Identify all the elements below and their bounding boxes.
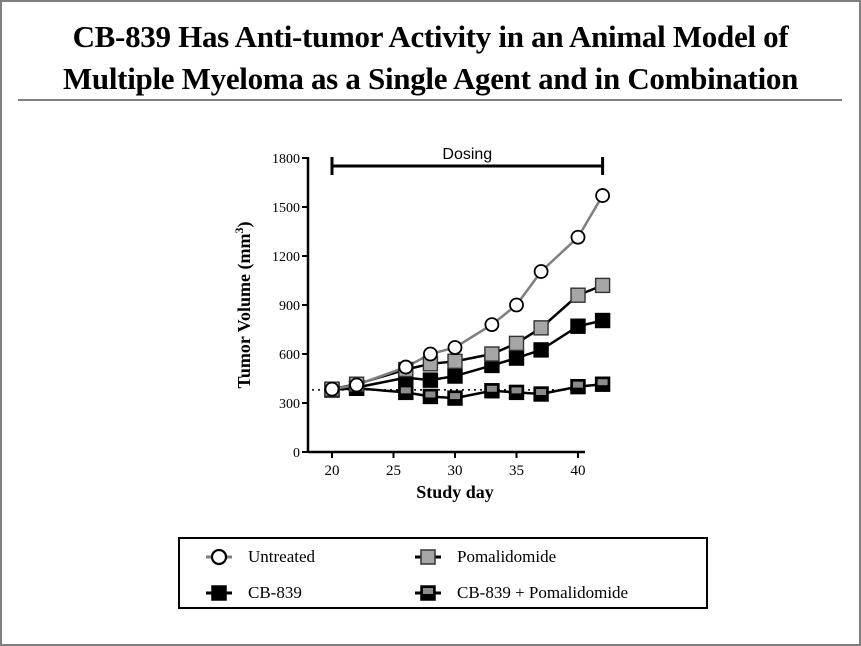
- data-point-cb-839-pomalidomide: [484, 383, 500, 399]
- y-axis-label-close: ): [234, 221, 255, 227]
- data-point-pomalidomide: [533, 320, 549, 336]
- data-point-cb-839: [422, 372, 439, 388]
- slide-title: CB-839 Has Anti-tumor Activity in an Ani…: [0, 16, 861, 100]
- data-point-inner: [400, 387, 411, 394]
- legend-gray-square-marker-icon: [415, 549, 441, 565]
- data-point-cb-839-pomalidomide: [533, 386, 549, 402]
- data-point-cb-839-pomalidomide: [398, 384, 414, 401]
- data-point-cb-839-pomalidomide: [422, 388, 439, 405]
- dosing-label: Dosing: [442, 146, 492, 163]
- series-markers: [324, 188, 611, 406]
- data-point-inner: [486, 385, 497, 392]
- y-tick-label: 0: [293, 446, 300, 461]
- data-point-cb-839: [508, 350, 525, 366]
- dosing-annotation: Dosing: [330, 146, 605, 175]
- x-axis-label: Study day: [416, 482, 494, 502]
- series-line-cb-839: [331, 319, 603, 392]
- y-tick-label: 1200: [272, 250, 300, 265]
- data-point-untreated: [484, 317, 500, 333]
- y-tick-label: 1500: [272, 201, 300, 216]
- series-lines: [331, 194, 604, 400]
- data-point-inner: [536, 389, 547, 396]
- data-point-inner: [425, 391, 436, 398]
- legend-black-square-marker-icon: [206, 585, 232, 601]
- series-line-untreated: [331, 194, 604, 391]
- data-point-untreated: [533, 264, 549, 279]
- legend-item-cb839: CB-839: [204, 583, 302, 603]
- axes: 0 300 600 900 1200 1500 1800 20 25 30 35 40: [272, 152, 586, 479]
- data-point-untreated: [324, 381, 340, 397]
- legend-label: CB-839 + Pomalidomide: [457, 583, 629, 602]
- title-divider: [18, 99, 842, 101]
- data-point-cb-839: [570, 318, 586, 334]
- legend-circle-marker-icon: [206, 548, 232, 566]
- y-tick-label: 300: [279, 397, 300, 412]
- data-point-inner: [597, 379, 608, 386]
- data-point-untreated: [398, 359, 414, 375]
- data-point-inner: [511, 387, 522, 394]
- x-tick-label: 25: [386, 463, 401, 479]
- data-point-cb-839-pomalidomide: [570, 378, 586, 395]
- data-point-pomalidomide: [570, 287, 586, 303]
- legend-label: Untreated: [248, 547, 316, 566]
- legend-item-combination: CB-839 + Pomalidomide: [413, 583, 628, 603]
- legend-item-pomalidomide: Pomalidomide: [413, 547, 556, 567]
- y-axis-label-main: Tumor Volume (mm: [234, 233, 255, 388]
- data-point-pomalidomide: [484, 346, 500, 362]
- y-axis-label: Tumor Volume (mm3): [232, 221, 255, 388]
- data-point-pomalidomide: [447, 353, 463, 370]
- data-point-cb-839: [594, 312, 611, 329]
- series-line-cb-839-pomalidomide: [331, 382, 603, 400]
- data-point-pomalidomide: [594, 277, 611, 294]
- x-tick-label: 30: [448, 463, 463, 479]
- data-point-cb-839-pomalidomide: [594, 376, 611, 392]
- y-tick-label: 600: [279, 348, 300, 363]
- legend-label: Pomalidomide: [457, 547, 557, 566]
- data-point-untreated: [595, 188, 610, 203]
- title-line-2: Multiple Myeloma as a Single Agent and i…: [62, 61, 799, 96]
- y-axis-label-sup: 3: [232, 227, 246, 233]
- legend-half-square-marker-icon: [415, 585, 441, 601]
- data-point-inner: [450, 393, 460, 400]
- x-tick-label: 35: [509, 463, 524, 479]
- x-tick-label: 40: [571, 463, 586, 479]
- data-point-untreated: [447, 340, 463, 355]
- legend-label: CB-839: [248, 583, 302, 602]
- data-point-untreated: [349, 377, 365, 393]
- data-point-cb-839: [533, 342, 549, 358]
- y-tick-label: 900: [279, 299, 300, 314]
- data-point-untreated: [422, 346, 438, 362]
- x-tick-label: 20: [325, 463, 340, 479]
- legend: Untreated Pomalidomide CB-839 CB-839 + P…: [178, 537, 708, 609]
- data-point-cb-839-pomalidomide: [447, 390, 463, 406]
- data-point-cb-839-pomalidomide: [508, 384, 525, 401]
- data-point-untreated: [570, 229, 586, 245]
- legend-item-untreated: Untreated: [204, 547, 315, 567]
- data-point-cb-839: [447, 368, 463, 384]
- title-line-1: CB-839 Has Anti-tumor Activity in an Ani…: [72, 19, 789, 54]
- y-tick-label: 1800: [272, 152, 300, 167]
- data-point-untreated: [509, 297, 524, 313]
- data-point-pomalidomide: [508, 335, 525, 352]
- data-point-inner: [573, 381, 583, 388]
